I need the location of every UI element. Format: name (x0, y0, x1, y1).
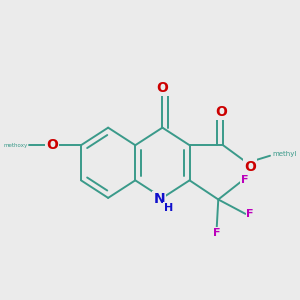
Text: O: O (244, 160, 256, 174)
Text: methoxy: methoxy (3, 143, 28, 148)
Text: F: F (241, 175, 248, 185)
Text: F: F (213, 228, 220, 238)
Text: O: O (157, 81, 168, 95)
Text: N: N (153, 193, 165, 206)
Text: H: H (164, 203, 173, 213)
Text: methyl: methyl (273, 151, 297, 157)
Text: O: O (215, 105, 227, 119)
Text: F: F (247, 209, 254, 219)
Text: O: O (46, 138, 58, 152)
